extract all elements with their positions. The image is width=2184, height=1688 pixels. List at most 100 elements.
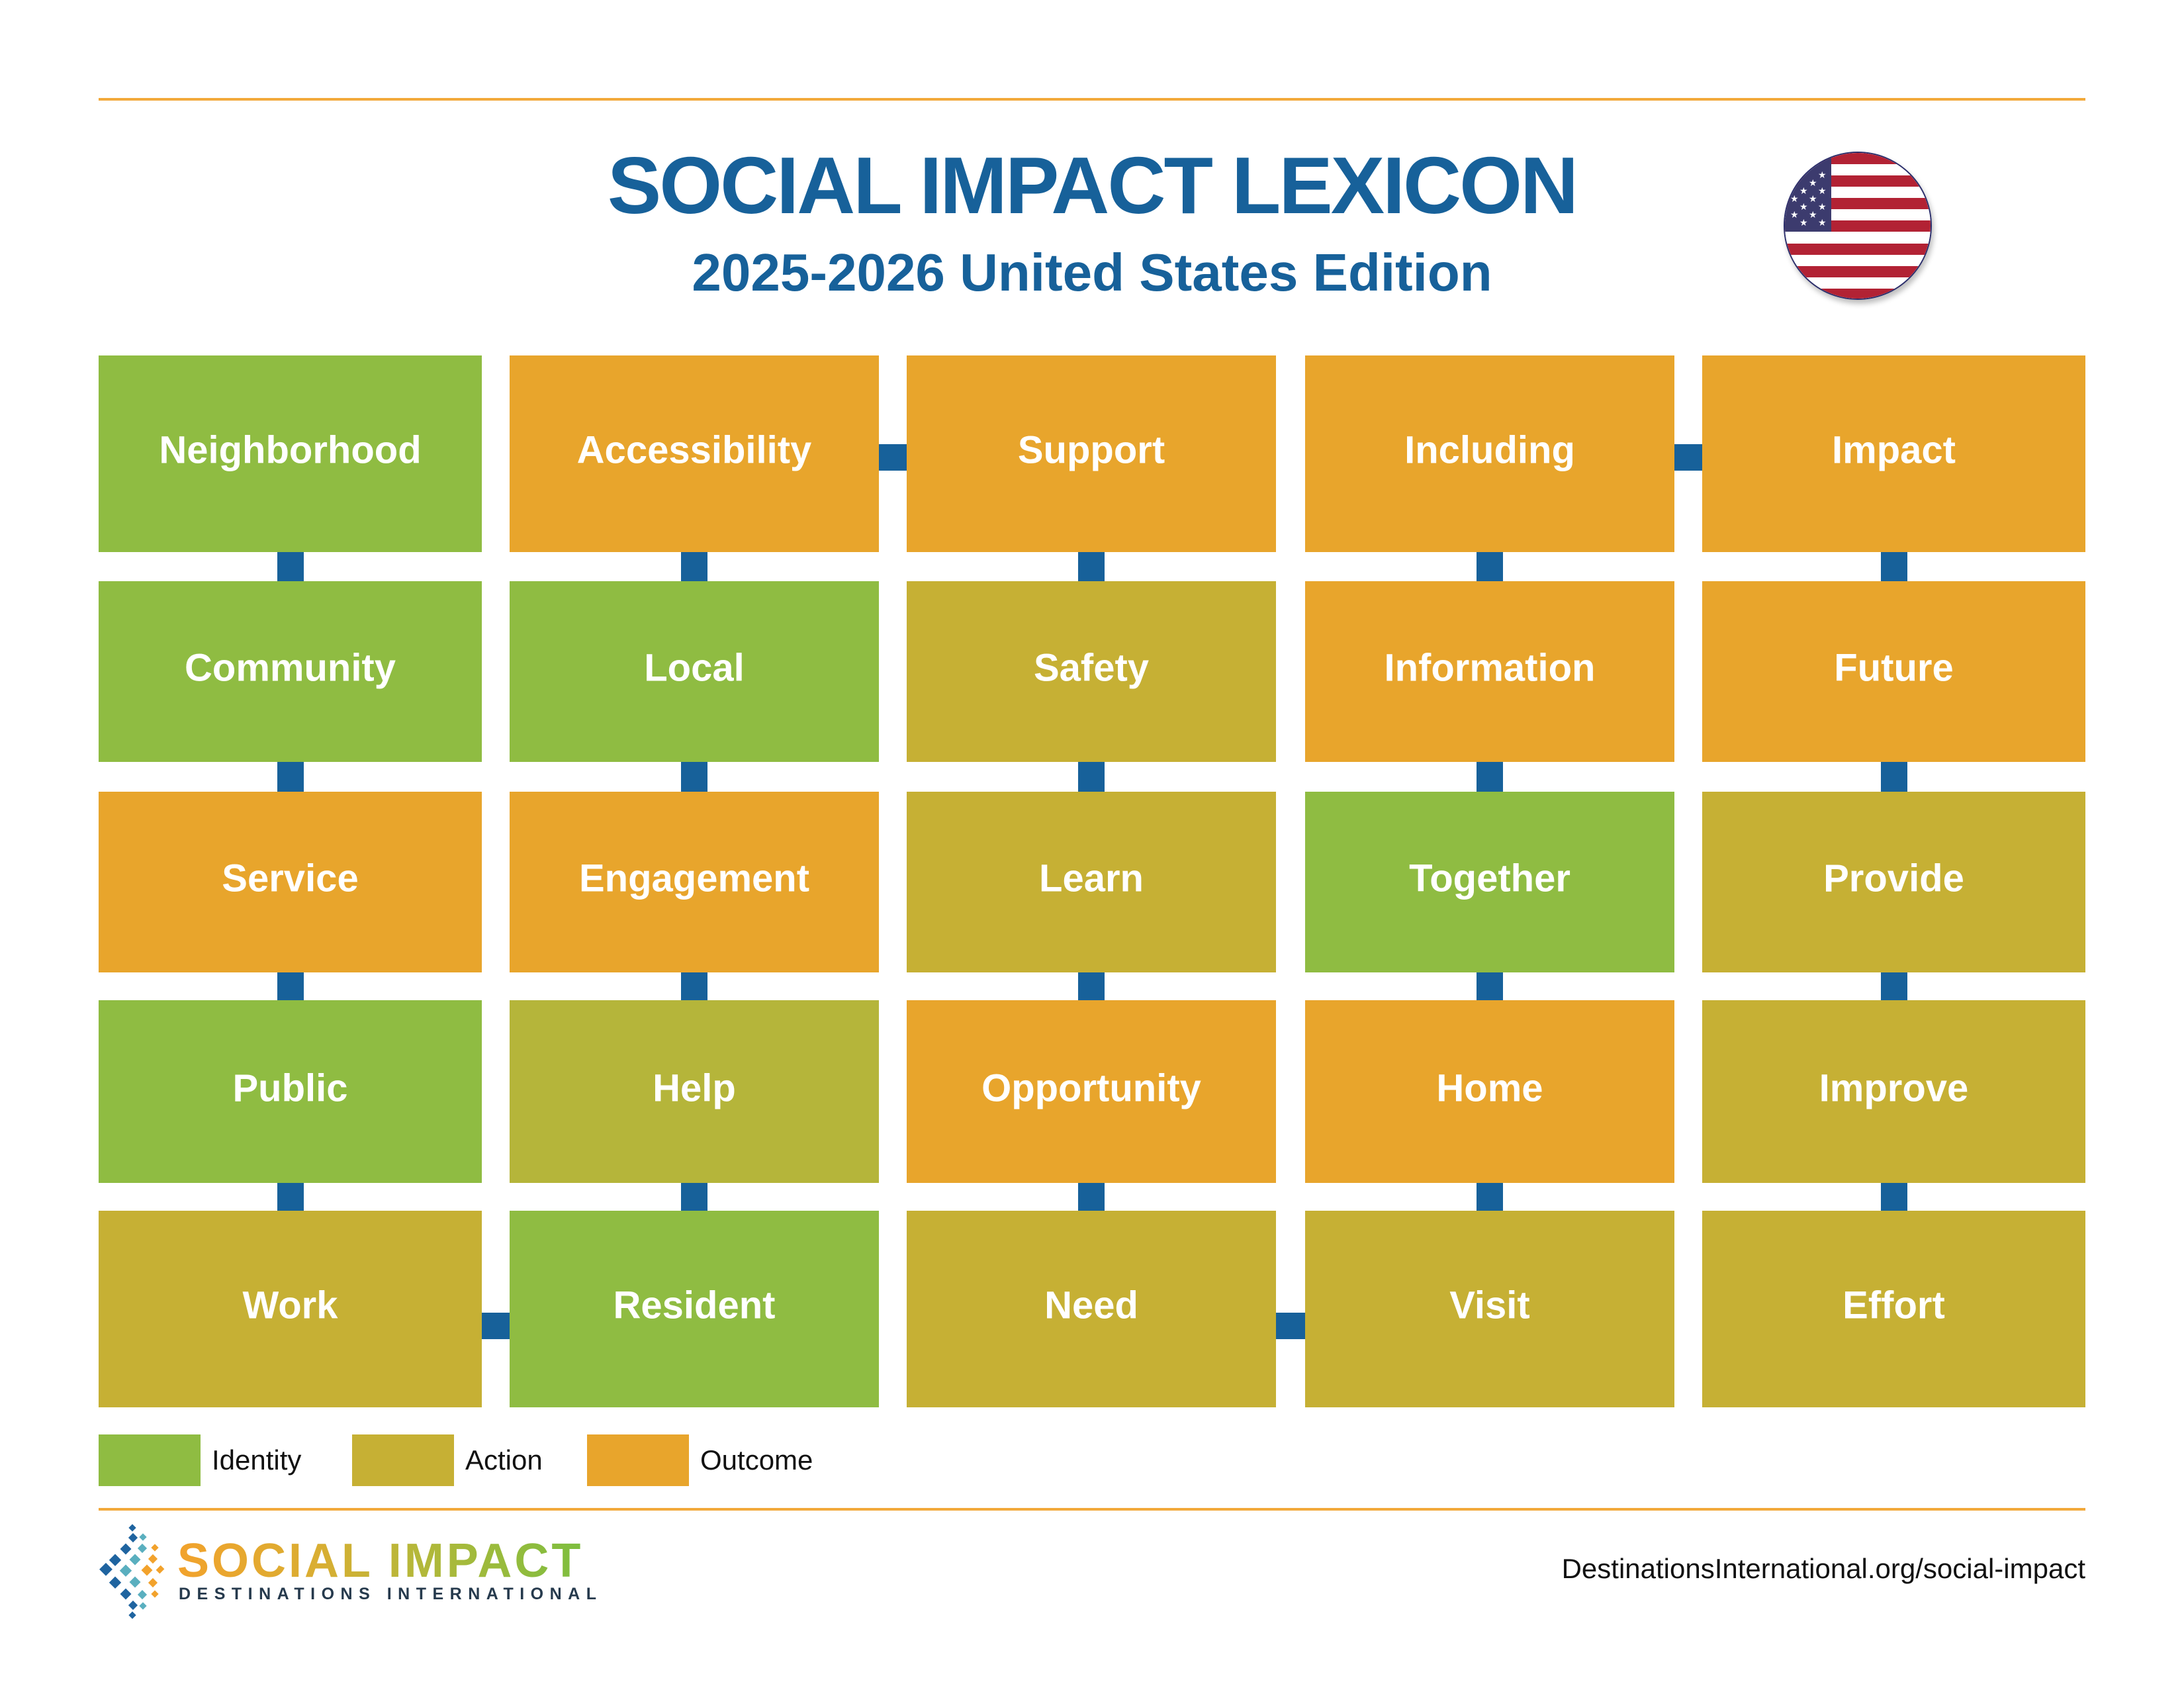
footer-url-link[interactable]: DestinationsInternational.org/social-imp… [1561,1553,2085,1584]
lexicon-word: Community [185,646,396,690]
lexicon-word: Accessibility [576,428,812,472]
lexicon-cell-need: Need [907,1211,1276,1407]
horizontal-connector [1276,1312,1305,1339]
svg-text:★: ★ [1790,194,1799,205]
lexicon-word: Public [232,1066,348,1110]
lexicon-word: Including [1404,428,1575,472]
vertical-connector [1078,1183,1105,1211]
lexicon-cell-opportunity: Opportunity [907,1000,1276,1183]
vertical-connector [1880,1183,1907,1211]
page-title: SOCIAL IMPACT LEXICON [607,140,1578,230]
lexicon-cell-visit: Visit [1305,1211,1674,1407]
bottom-divider [99,1508,2085,1511]
vertical-connector [681,762,707,792]
vertical-connector [1477,552,1503,581]
vertical-connector [1078,552,1105,581]
lexicon-cell-information: Information [1305,581,1674,762]
svg-text:★: ★ [1799,186,1808,197]
lexicon-cell-neighborhood: Neighborhood [99,355,482,552]
lexicon-word: Effort [1843,1284,1945,1327]
top-divider [99,98,2085,101]
vertical-connector [1078,762,1105,792]
lexicon-cell-including: Including [1305,355,1674,552]
lexicon-cell-provide: Provide [1702,792,2085,972]
legend-label-identity: Identity [212,1444,302,1476]
lexicon-word: Learn [1039,857,1144,900]
us-flag-icon: ★ ★ ★ ★ ★ ★ ★ ★ ★ ★ ★ ★ [1784,152,1932,300]
vertical-connector [1880,972,1907,1000]
social-impact-logo-icon [93,1523,179,1622]
lexicon-cell-together: Together [1305,792,1674,972]
lexicon-cell-resident: Resident [510,1211,879,1407]
lexicon-word: Future [1834,646,1954,690]
logo-subtitle: DESTINATIONS INTERNATIONAL [179,1585,603,1603]
lexicon-word: Engagement [578,857,810,900]
vertical-connector [277,972,304,1000]
page-subtitle: 2025-2026 United States Edition [692,243,1492,302]
lexicon-cell-improve: Improve [1702,1000,2085,1183]
svg-text:★: ★ [1809,178,1817,189]
lexicon-cell-help: Help [510,1000,879,1183]
vertical-connector [277,762,304,792]
lexicon-word: Information [1384,646,1596,690]
horizontal-connector [879,444,907,471]
lexicon-cell-impact: Impact [1702,355,2085,552]
vertical-connector [277,552,304,581]
lexicon-word: Provide [1823,857,1964,900]
legend-swatch-outcome [587,1434,689,1486]
lexicon-word: Support [1017,428,1165,472]
lexicon-word: Impact [1832,428,1956,472]
legend-label-action: Action [465,1444,543,1476]
vertical-connector [1880,552,1907,581]
lexicon-cell-future: Future [1702,581,2085,762]
svg-text:★: ★ [1809,210,1817,220]
lexicon-cell-engagement: Engagement [510,792,879,972]
svg-text:★: ★ [1818,186,1827,197]
lexicon-cell-public: Public [99,1000,482,1183]
svg-text:★: ★ [1790,210,1799,220]
vertical-connector [1477,1183,1503,1211]
svg-text:★: ★ [1799,202,1808,212]
lexicon-word: Work [242,1284,338,1327]
lexicon-word: Improve [1819,1066,1969,1110]
lexicon-word: Local [644,646,745,690]
legend-swatch-action [352,1434,454,1486]
legend-swatch-identity [99,1434,201,1486]
lexicon-cell-service: Service [99,792,482,972]
lexicon-cell-support: Support [907,355,1276,552]
lexicon-cell-learn: Learn [907,792,1276,972]
lexicon-cell-effort: Effort [1702,1211,2085,1407]
lexicon-cell-work: Work [99,1211,482,1407]
lexicon-cell-local: Local [510,581,879,762]
horizontal-connector [482,1312,510,1339]
logo-title: SOCIAL IMPACT [177,1534,584,1587]
vertical-connector [1880,762,1907,792]
lexicon-cell-community: Community [99,581,482,762]
vertical-connector [681,972,707,1000]
lexicon-word: Neighborhood [159,428,422,472]
svg-text:★: ★ [1818,170,1827,181]
lexicon-word: Service [222,857,359,900]
lexicon-word: Resident [613,1284,776,1327]
lexicon-word: Together [1409,857,1570,900]
lexicon-word: Opportunity [981,1066,1201,1110]
lexicon-word: Need [1044,1284,1138,1327]
lexicon-word: Home [1436,1066,1543,1110]
vertical-connector [681,1183,707,1211]
svg-text:★: ★ [1818,218,1827,228]
lexicon-cell-home: Home [1305,1000,1674,1183]
vertical-connector [1477,762,1503,792]
vertical-connector [1477,972,1503,1000]
lexicon-word: Help [653,1066,736,1110]
horizontal-connector [1674,444,1702,471]
lexicon-cell-safety: Safety [907,581,1276,762]
vertical-connector [277,1183,304,1211]
legend-label-outcome: Outcome [700,1444,813,1476]
lexicon-word: Visit [1449,1284,1530,1327]
vertical-connector [1078,972,1105,1000]
vertical-connector [681,552,707,581]
svg-text:★: ★ [1809,194,1817,205]
svg-text:★: ★ [1818,202,1827,212]
lexicon-word: Safety [1033,646,1150,690]
svg-text:★: ★ [1799,218,1808,228]
